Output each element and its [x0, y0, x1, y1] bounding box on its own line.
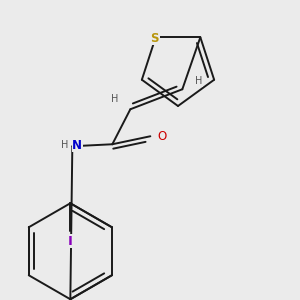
Text: S: S — [150, 32, 159, 45]
Text: O: O — [158, 130, 167, 143]
Text: I: I — [68, 235, 73, 248]
Text: N: N — [72, 139, 82, 152]
Text: H: H — [111, 94, 118, 104]
Text: H: H — [61, 140, 68, 150]
Text: H: H — [195, 76, 202, 86]
